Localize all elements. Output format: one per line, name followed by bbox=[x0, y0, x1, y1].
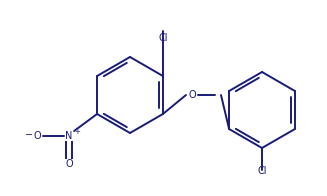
Text: Cl: Cl bbox=[158, 33, 168, 43]
Text: O: O bbox=[188, 90, 196, 100]
Text: N: N bbox=[65, 131, 73, 141]
Text: O: O bbox=[33, 131, 41, 141]
Text: +: + bbox=[74, 129, 80, 135]
Text: O: O bbox=[65, 159, 73, 169]
Text: −: − bbox=[25, 130, 33, 140]
Text: Cl: Cl bbox=[257, 166, 267, 176]
